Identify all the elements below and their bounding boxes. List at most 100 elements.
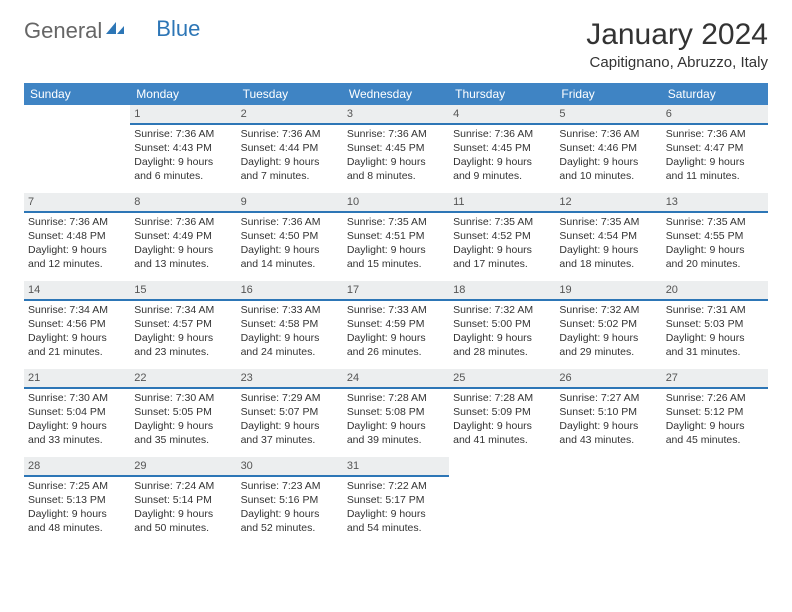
- daylight-line: Daylight: 9 hours and 7 minutes.: [241, 155, 339, 183]
- calendar-body: 1Sunrise: 7:36 AMSunset: 4:43 PMDaylight…: [24, 105, 768, 545]
- day-body: Sunrise: 7:27 AMSunset: 5:10 PMDaylight:…: [555, 389, 661, 452]
- day-body: Sunrise: 7:36 AMSunset: 4:45 PMDaylight:…: [449, 125, 555, 188]
- sunrise-line: Sunrise: 7:35 AM: [453, 215, 551, 229]
- day-number: 23: [237, 369, 343, 389]
- daylight-line: Daylight: 9 hours and 50 minutes.: [134, 507, 232, 535]
- sunrise-line: Sunrise: 7:31 AM: [666, 303, 764, 317]
- sunset-line: Sunset: 5:05 PM: [134, 405, 232, 419]
- sunrise-line: Sunrise: 7:30 AM: [28, 391, 126, 405]
- day-cell: 2Sunrise: 7:36 AMSunset: 4:44 PMDaylight…: [237, 105, 343, 193]
- daylight-line: Daylight: 9 hours and 23 minutes.: [134, 331, 232, 359]
- sunrise-line: Sunrise: 7:35 AM: [347, 215, 445, 229]
- sunrise-line: Sunrise: 7:33 AM: [347, 303, 445, 317]
- day-body: Sunrise: 7:35 AMSunset: 4:51 PMDaylight:…: [343, 213, 449, 276]
- weekday-header: Tuesday: [237, 83, 343, 105]
- day-body: Sunrise: 7:36 AMSunset: 4:49 PMDaylight:…: [130, 213, 236, 276]
- location: Capitignano, Abruzzo, Italy: [586, 54, 768, 71]
- sunrise-line: Sunrise: 7:36 AM: [347, 127, 445, 141]
- daylight-line: Daylight: 9 hours and 26 minutes.: [347, 331, 445, 359]
- header: General Blue January 2024 Capitignano, A…: [24, 18, 768, 71]
- sunset-line: Sunset: 4:59 PM: [347, 317, 445, 331]
- sunrise-line: Sunrise: 7:26 AM: [666, 391, 764, 405]
- day-number: 29: [130, 457, 236, 477]
- sunset-line: Sunset: 4:51 PM: [347, 229, 445, 243]
- sunrise-line: Sunrise: 7:36 AM: [453, 127, 551, 141]
- day-cell: 9Sunrise: 7:36 AMSunset: 4:50 PMDaylight…: [237, 193, 343, 281]
- day-body: Sunrise: 7:36 AMSunset: 4:44 PMDaylight:…: [237, 125, 343, 188]
- day-cell: 31Sunrise: 7:22 AMSunset: 5:17 PMDayligh…: [343, 457, 449, 545]
- sunset-line: Sunset: 4:55 PM: [666, 229, 764, 243]
- day-body: Sunrise: 7:32 AMSunset: 5:02 PMDaylight:…: [555, 301, 661, 364]
- daylight-line: Daylight: 9 hours and 17 minutes.: [453, 243, 551, 271]
- day-cell: 16Sunrise: 7:33 AMSunset: 4:58 PMDayligh…: [237, 281, 343, 369]
- day-number: 26: [555, 369, 661, 389]
- sunrise-line: Sunrise: 7:28 AM: [453, 391, 551, 405]
- day-cell: 4Sunrise: 7:36 AMSunset: 4:45 PMDaylight…: [449, 105, 555, 193]
- empty-cell: [24, 105, 130, 193]
- daylight-line: Daylight: 9 hours and 48 minutes.: [28, 507, 126, 535]
- day-number: 18: [449, 281, 555, 301]
- day-cell: 12Sunrise: 7:35 AMSunset: 4:54 PMDayligh…: [555, 193, 661, 281]
- day-body: Sunrise: 7:36 AMSunset: 4:48 PMDaylight:…: [24, 213, 130, 276]
- day-body: Sunrise: 7:28 AMSunset: 5:08 PMDaylight:…: [343, 389, 449, 452]
- sunset-line: Sunset: 5:14 PM: [134, 493, 232, 507]
- day-cell: 29Sunrise: 7:24 AMSunset: 5:14 PMDayligh…: [130, 457, 236, 545]
- day-body: Sunrise: 7:36 AMSunset: 4:47 PMDaylight:…: [662, 125, 768, 188]
- daylight-line: Daylight: 9 hours and 9 minutes.: [453, 155, 551, 183]
- day-cell: 3Sunrise: 7:36 AMSunset: 4:45 PMDaylight…: [343, 105, 449, 193]
- daylight-line: Daylight: 9 hours and 52 minutes.: [241, 507, 339, 535]
- daylight-line: Daylight: 9 hours and 11 minutes.: [666, 155, 764, 183]
- day-body: Sunrise: 7:35 AMSunset: 4:52 PMDaylight:…: [449, 213, 555, 276]
- daylight-line: Daylight: 9 hours and 14 minutes.: [241, 243, 339, 271]
- sunset-line: Sunset: 5:08 PM: [347, 405, 445, 419]
- sunrise-line: Sunrise: 7:30 AM: [134, 391, 232, 405]
- day-number: 17: [343, 281, 449, 301]
- daylight-line: Daylight: 9 hours and 8 minutes.: [347, 155, 445, 183]
- calendar-table: SundayMondayTuesdayWednesdayThursdayFrid…: [24, 83, 768, 545]
- title-block: January 2024 Capitignano, Abruzzo, Italy: [586, 18, 768, 71]
- day-body: Sunrise: 7:30 AMSunset: 5:05 PMDaylight:…: [130, 389, 236, 452]
- day-number: 4: [449, 105, 555, 125]
- day-body: Sunrise: 7:35 AMSunset: 4:54 PMDaylight:…: [555, 213, 661, 276]
- day-body: Sunrise: 7:23 AMSunset: 5:16 PMDaylight:…: [237, 477, 343, 540]
- empty-cell: [555, 457, 661, 545]
- calendar-week-row: 7Sunrise: 7:36 AMSunset: 4:48 PMDaylight…: [24, 193, 768, 281]
- day-cell: 30Sunrise: 7:23 AMSunset: 5:16 PMDayligh…: [237, 457, 343, 545]
- empty-cell: [449, 457, 555, 545]
- weekday-header: Saturday: [662, 83, 768, 105]
- daylight-line: Daylight: 9 hours and 33 minutes.: [28, 419, 126, 447]
- sunset-line: Sunset: 4:52 PM: [453, 229, 551, 243]
- sunrise-line: Sunrise: 7:36 AM: [666, 127, 764, 141]
- sunset-line: Sunset: 5:00 PM: [453, 317, 551, 331]
- weekday-header: Friday: [555, 83, 661, 105]
- calendar-week-row: 28Sunrise: 7:25 AMSunset: 5:13 PMDayligh…: [24, 457, 768, 545]
- daylight-line: Daylight: 9 hours and 29 minutes.: [559, 331, 657, 359]
- day-cell: 22Sunrise: 7:30 AMSunset: 5:05 PMDayligh…: [130, 369, 236, 457]
- daylight-line: Daylight: 9 hours and 43 minutes.: [559, 419, 657, 447]
- sunset-line: Sunset: 5:17 PM: [347, 493, 445, 507]
- day-body: Sunrise: 7:26 AMSunset: 5:12 PMDaylight:…: [662, 389, 768, 452]
- day-body: Sunrise: 7:25 AMSunset: 5:13 PMDaylight:…: [24, 477, 130, 540]
- sunrise-line: Sunrise: 7:34 AM: [134, 303, 232, 317]
- daylight-line: Daylight: 9 hours and 13 minutes.: [134, 243, 232, 271]
- daylight-line: Daylight: 9 hours and 45 minutes.: [666, 419, 764, 447]
- sunrise-line: Sunrise: 7:35 AM: [559, 215, 657, 229]
- sunset-line: Sunset: 5:09 PM: [453, 405, 551, 419]
- day-number: 8: [130, 193, 236, 213]
- day-body: Sunrise: 7:34 AMSunset: 4:56 PMDaylight:…: [24, 301, 130, 364]
- sunrise-line: Sunrise: 7:36 AM: [134, 215, 232, 229]
- day-number: 27: [662, 369, 768, 389]
- sunrise-line: Sunrise: 7:32 AM: [453, 303, 551, 317]
- day-cell: 13Sunrise: 7:35 AMSunset: 4:55 PMDayligh…: [662, 193, 768, 281]
- daylight-line: Daylight: 9 hours and 28 minutes.: [453, 331, 551, 359]
- sunrise-line: Sunrise: 7:27 AM: [559, 391, 657, 405]
- sunset-line: Sunset: 5:02 PM: [559, 317, 657, 331]
- sunrise-line: Sunrise: 7:29 AM: [241, 391, 339, 405]
- day-body: Sunrise: 7:35 AMSunset: 4:55 PMDaylight:…: [662, 213, 768, 276]
- daylight-line: Daylight: 9 hours and 24 minutes.: [241, 331, 339, 359]
- daylight-line: Daylight: 9 hours and 6 minutes.: [134, 155, 232, 183]
- day-cell: 7Sunrise: 7:36 AMSunset: 4:48 PMDaylight…: [24, 193, 130, 281]
- day-cell: 23Sunrise: 7:29 AMSunset: 5:07 PMDayligh…: [237, 369, 343, 457]
- day-cell: 19Sunrise: 7:32 AMSunset: 5:02 PMDayligh…: [555, 281, 661, 369]
- sunrise-line: Sunrise: 7:32 AM: [559, 303, 657, 317]
